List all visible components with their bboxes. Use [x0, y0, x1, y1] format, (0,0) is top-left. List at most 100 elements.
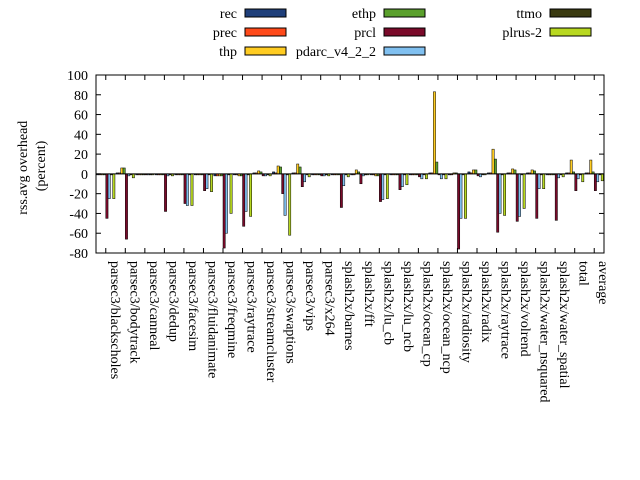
bar: [596, 173, 600, 183]
bar: [107, 173, 111, 199]
y-tick-label: 0: [81, 168, 88, 183]
bar: [125, 173, 128, 240]
y-tick-label: -60: [69, 227, 88, 242]
bar: [515, 173, 519, 222]
y-tick-label: 100: [67, 69, 88, 84]
bar: [379, 173, 382, 202]
x-tick-label: splash2x/fft: [361, 261, 376, 327]
bar: [574, 173, 578, 191]
x-tick-label: splash2x/barnes: [341, 261, 356, 350]
bar: [511, 168, 515, 175]
bar: [433, 91, 436, 175]
x-tick-label: parsec3/dedup: [165, 261, 180, 342]
bar: [229, 173, 233, 214]
x-tick-label: splash2x/ocean_cp: [419, 261, 434, 367]
legend-label: rec: [220, 7, 237, 22]
bar: [600, 173, 604, 182]
bar: [164, 173, 167, 212]
y-tick-label: -20: [69, 188, 88, 203]
x-tick-label: splash2x/radix: [478, 261, 493, 343]
legend-label: pdarc_v4_2_2: [296, 45, 376, 60]
bar: [342, 173, 346, 187]
bar: [439, 173, 443, 180]
x-tick-label: parsec3/facesim: [185, 261, 200, 351]
bar: [554, 173, 558, 221]
y-axis-label-line-1: rss.avg overhead: [16, 121, 31, 215]
legend-swatch: [383, 27, 426, 37]
legend: rec prec thp ethp prcl pdarc_v4_2_2 ttmo plrus-…: [213, 7, 592, 60]
y-tick-label: 80: [74, 89, 88, 104]
bar: [542, 173, 546, 189]
bar: [513, 169, 517, 175]
x-axis: parsec3/blackscholes parsec3/bodytrack par…: [105, 75, 610, 403]
bar: [185, 173, 189, 206]
bar: [498, 173, 502, 214]
legend-swatch: [383, 8, 426, 18]
bar: [381, 173, 385, 200]
legend-swatch: [549, 27, 592, 37]
x-tick-label: parsec3/raytrace: [244, 261, 259, 353]
bar: [503, 173, 506, 216]
bar: [300, 173, 304, 187]
bar: [385, 173, 389, 199]
bar: [281, 173, 285, 194]
x-tick-label: parsec3/blackscholes: [107, 261, 122, 379]
bar: [474, 169, 478, 175]
x-tick-label: splash2x/raytrace: [498, 261, 513, 359]
x-tick-label: parsec3/canneal: [146, 261, 161, 350]
bar: [464, 173, 467, 219]
y-tick-label: 20: [74, 148, 88, 163]
legend-label: prcl: [354, 26, 376, 41]
x-tick-label: parsec3/streamcluster: [263, 261, 278, 383]
legend-label: ethp: [352, 7, 376, 22]
bar: [222, 173, 226, 249]
legend-label: thp: [219, 45, 237, 60]
bar: [444, 173, 448, 180]
bar: [354, 169, 358, 175]
bar: [400, 173, 404, 187]
bar: [190, 173, 194, 206]
bar: [425, 173, 428, 180]
x-tick-label: splash2x/water_spatial: [556, 261, 571, 389]
y-axis-label: rss.avg overhead (percent): [16, 117, 49, 215]
y-tick-label: -80: [69, 247, 88, 262]
legend-label: prec: [213, 26, 237, 41]
y-tick-label: -40: [69, 207, 88, 222]
bar: [435, 161, 439, 175]
legend-swatch: [383, 46, 426, 56]
bar: [225, 173, 228, 234]
x-tick-label: splash2x/radiosity: [459, 261, 474, 363]
legend-swatch: [244, 27, 287, 37]
bar: [283, 173, 287, 216]
x-tick-label: average: [595, 261, 610, 305]
legend-swatch: [549, 8, 592, 18]
bar: [589, 159, 593, 175]
bar: [569, 159, 573, 175]
legend-swatch: [244, 8, 287, 18]
bar: [593, 173, 597, 191]
bar: [303, 173, 307, 183]
bar: [122, 167, 126, 175]
bar: [420, 173, 424, 180]
bar: [205, 173, 209, 189]
bar: [405, 173, 409, 186]
plot-frame: [95, 74, 605, 254]
legend-swatch: [244, 46, 287, 56]
bar: [530, 169, 534, 175]
bar: [279, 166, 282, 175]
bar: [276, 165, 280, 175]
y-tick-label: 40: [74, 128, 88, 143]
bar: [112, 173, 116, 199]
bar: [298, 166, 302, 175]
bar: [183, 173, 187, 204]
bar: [242, 173, 246, 227]
bar: [557, 173, 561, 179]
x-tick-label: parsec3/freqmine: [224, 261, 239, 358]
x-tick-label: splash2x/lu_ncb: [400, 261, 415, 352]
bar: [518, 173, 521, 217]
bar: [581, 173, 585, 183]
bar: [459, 173, 463, 219]
bar: [131, 173, 135, 179]
plot-border: [95, 74, 605, 254]
